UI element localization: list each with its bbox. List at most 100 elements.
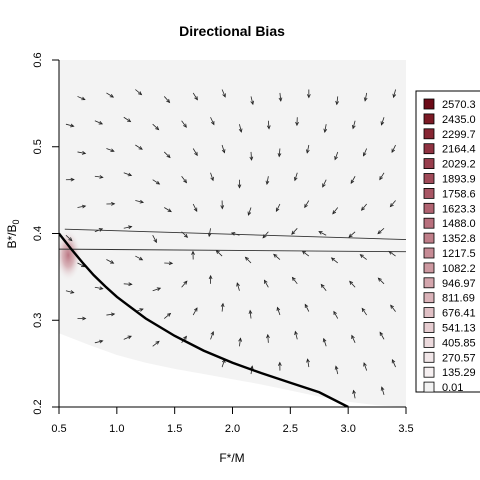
vector-arrow <box>379 172 385 181</box>
vector-arrow <box>351 120 356 130</box>
vector-arrow-head <box>389 203 394 208</box>
vector-arrow <box>210 172 214 182</box>
vector-arrow-head <box>304 303 309 308</box>
vector-arrow-head <box>208 274 213 280</box>
vector-arrow-shaft <box>106 313 115 316</box>
vector-arrow-shaft <box>65 234 73 241</box>
vector-arrow-head <box>220 205 225 210</box>
vector-arrow <box>351 334 356 343</box>
vector-arrow-shaft <box>361 308 368 316</box>
vector-arrow-head <box>380 121 385 126</box>
vector-arrow-head <box>392 93 397 99</box>
vector-arrow-shaft <box>360 254 367 260</box>
vector-arrow-shaft <box>221 89 226 98</box>
vector-arrow <box>306 358 310 368</box>
vector-arrow-shaft <box>262 231 269 239</box>
vector-arrow-head <box>127 335 132 340</box>
vector-arrow-head <box>351 124 356 130</box>
vector-arrow-head <box>360 206 365 211</box>
vector-arrow-head <box>377 277 382 282</box>
legend-swatch <box>423 173 435 184</box>
vector-arrow <box>304 200 310 209</box>
vector-arrow <box>333 310 339 319</box>
vector-arrow <box>135 255 144 261</box>
vector-arrow-shaft <box>164 313 171 319</box>
vector-arrow <box>377 277 385 285</box>
legend-label: 1488.0 <box>442 218 476 230</box>
vector-arrow <box>380 117 385 126</box>
legend-swatch <box>423 158 435 170</box>
vector-arrow-shaft <box>390 305 396 312</box>
vector-arrow-shaft <box>77 151 86 154</box>
legend-label: 0.01 <box>442 382 463 394</box>
vector-arrow-shaft <box>181 280 188 288</box>
vector-arrow-head <box>210 176 214 182</box>
x-tick-label: 2.5 <box>283 423 298 435</box>
vector-arrow <box>349 280 356 288</box>
legend-label: 946.97 <box>442 278 476 290</box>
vector-arrow-shaft <box>106 259 114 264</box>
vector-arrow <box>277 361 282 371</box>
vector-arrow-head <box>155 180 161 185</box>
boundary-curve-layer <box>59 232 349 407</box>
vector-arrow-head <box>155 340 160 345</box>
vector-arrow-head <box>380 386 385 391</box>
legend-label: 2570.3 <box>442 99 476 111</box>
vector-arrow <box>275 203 281 212</box>
vector-arrow-shaft <box>278 148 281 157</box>
vector-arrow <box>263 279 269 288</box>
vector-arrow-head <box>139 308 144 312</box>
vector-arrow-head <box>110 312 116 317</box>
vector-arrow-head <box>166 312 172 317</box>
vector-arrow-shaft <box>381 117 385 125</box>
vector-arrow <box>278 92 283 102</box>
vector-arrow-head <box>293 176 298 182</box>
legend-swatch <box>423 202 435 214</box>
vector-arrow-shaft <box>135 89 142 95</box>
vector-arrow <box>123 282 133 287</box>
legend-swatch <box>423 381 435 393</box>
vector-arrow-head <box>294 330 298 336</box>
vector-field <box>65 89 397 399</box>
vector-arrow-shaft <box>94 286 103 290</box>
legend-swatch <box>423 217 435 229</box>
vector-arrow-head <box>362 152 367 157</box>
legend-swatch <box>423 128 435 140</box>
legend-label: 2299.7 <box>442 129 476 141</box>
vector-arrow-shaft <box>221 144 225 153</box>
vector-arrow <box>306 89 311 99</box>
vector-arrow-head <box>110 260 115 264</box>
vector-arrow-shaft <box>94 120 103 125</box>
vector-arrow-head <box>68 237 73 242</box>
legend-label: 676.41 <box>442 308 476 320</box>
vector-arrow-shaft <box>390 200 396 207</box>
vector-arrow <box>65 290 75 294</box>
vector-arrow-shaft <box>391 144 396 153</box>
vector-arrow <box>332 207 339 215</box>
vector-arrow <box>392 89 397 99</box>
vector-arrow-shaft <box>304 304 310 312</box>
vector-arrow-head <box>306 94 311 99</box>
vector-arrow <box>164 261 174 266</box>
vector-arrow-shaft <box>77 262 85 268</box>
vector-arrow-head <box>128 282 133 287</box>
vector-arrow <box>348 231 356 238</box>
legend-swatch <box>423 143 435 155</box>
vector-arrow-head <box>276 306 281 311</box>
vector-arrow <box>163 96 171 104</box>
vector-arrow <box>123 116 132 123</box>
vector-arrow-head <box>249 156 254 161</box>
vector-arrow-shaft <box>210 117 215 125</box>
vector-arrow <box>350 176 356 185</box>
vector-arrow-head <box>137 91 143 96</box>
vector-arrow <box>65 177 75 182</box>
vector-arrow <box>94 120 104 125</box>
vector-arrow <box>106 259 115 264</box>
legend-swatch <box>423 336 435 348</box>
vector-arrow <box>247 207 252 216</box>
vector-arrow-head <box>323 128 328 133</box>
vector-arrow <box>77 316 87 321</box>
vector-arrow-shaft <box>302 250 310 257</box>
vector-arrow-shaft <box>379 332 385 340</box>
vector-arrow-head <box>352 389 356 394</box>
